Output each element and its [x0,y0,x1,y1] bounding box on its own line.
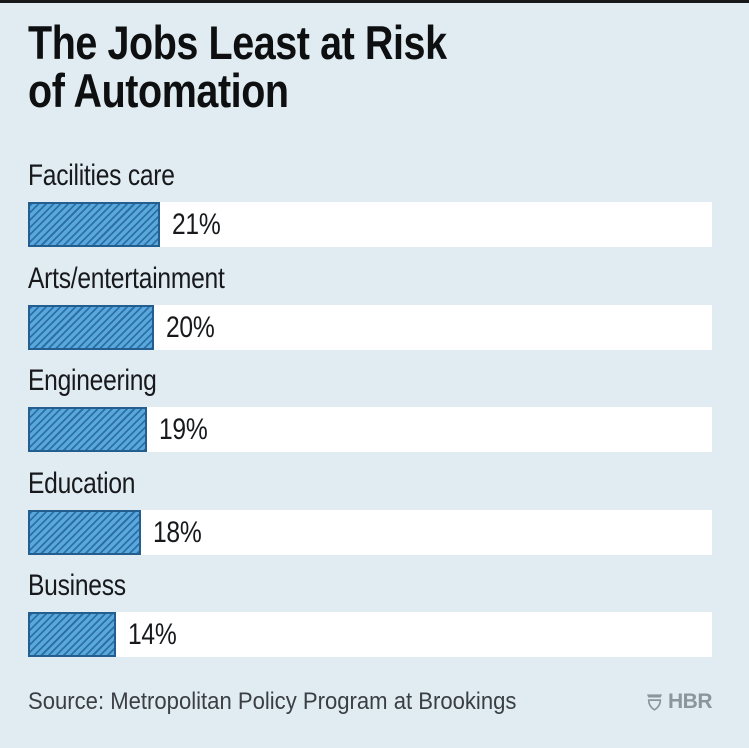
top-border [0,0,749,3]
bar-education [28,510,141,555]
category-label: Business [28,569,712,602]
bar-facilities-care [28,202,160,247]
hbr-wordmark: HBR [668,690,713,713]
source-credit: Source: Metropolitan Policy Program at B… [28,688,559,716]
bar-track: 19% [28,407,712,452]
bar-row-arts-entertainment: Arts/entertainment 20% [28,262,712,350]
category-label: Arts/entertainment [28,262,712,295]
bar-business [28,612,116,657]
value-label: 14% [128,612,187,657]
title-line-1: The Jobs Least at Risk [28,16,447,69]
value-label: 20% [166,305,225,350]
hbr-logo: HBR [646,690,713,714]
value-label: 18% [153,510,212,555]
value-label: 19% [159,407,218,452]
category-label-text: Facilities care [28,159,175,192]
hbr-shield-icon [646,693,663,712]
bar-row-business: Business 14% [28,569,712,657]
value-label: 21% [172,202,231,247]
category-label-text: Education [28,467,136,500]
bar-row-education: Education 18% [28,467,712,555]
page-title: The Jobs Least at Risk of Automation [28,19,526,115]
bar-row-engineering: Engineering 19% [28,364,712,452]
value-label-text: 14% [127,618,177,651]
bar-track: 18% [28,510,712,555]
category-label-text: Engineering [28,364,157,397]
category-label: Facilities care [28,159,712,192]
value-label-text: 20% [165,311,215,344]
category-label-text: Arts/entertainment [28,262,225,295]
bar-engineering [28,407,148,452]
page-title-text: The Jobs Least at Risk of Automation [28,19,447,115]
category-label-text: Business [28,569,126,602]
bar-track: 20% [28,305,712,350]
title-line-2: of Automation [28,64,289,117]
bar-track: 21% [28,202,712,247]
value-label-text: 19% [159,413,208,446]
bar-row-facilities-care: Facilities care 21% [28,159,712,247]
value-label-text: 21% [171,208,221,241]
footer: Source: Metropolitan Policy Program at B… [28,687,713,717]
category-label: Engineering [28,364,712,397]
bar-arts-entertainment [28,305,154,350]
bar-track: 14% [28,612,712,657]
value-label-text: 18% [152,516,202,549]
source-credit-text: Source: Metropolitan Policy Program at B… [28,688,517,715]
category-label: Education [28,467,712,500]
